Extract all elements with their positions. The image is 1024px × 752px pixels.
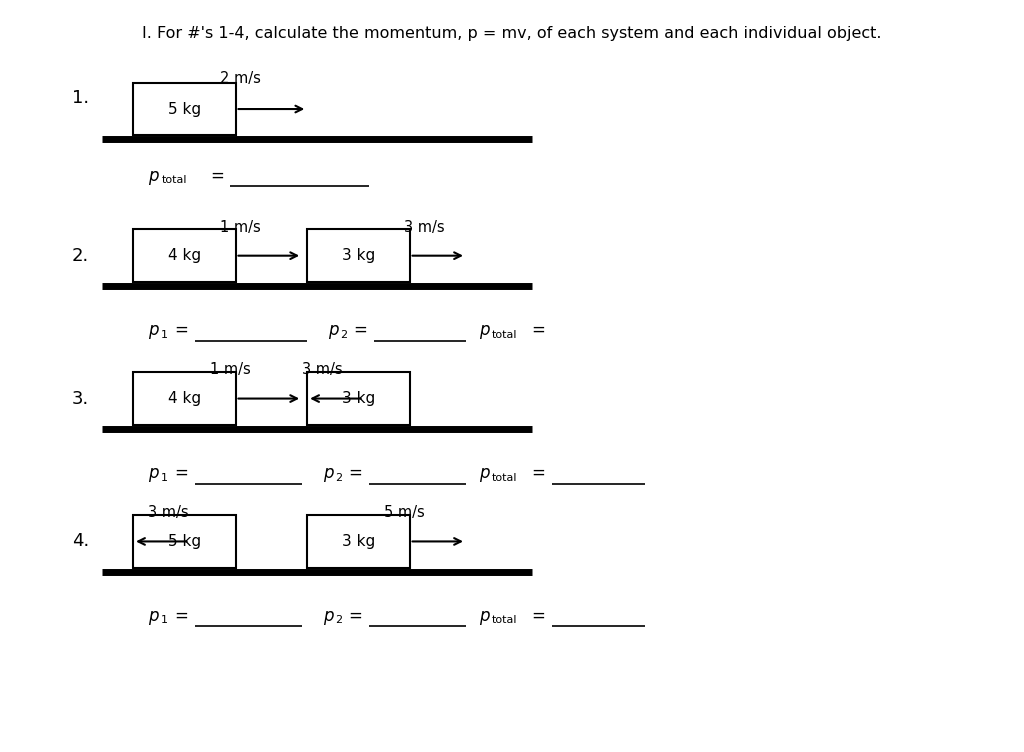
- Text: p: p: [323, 607, 333, 625]
- Text: p: p: [148, 464, 159, 482]
- Text: 1 m/s: 1 m/s: [210, 362, 251, 378]
- Text: total: total: [492, 472, 517, 483]
- Text: =: =: [210, 167, 224, 185]
- Text: 1: 1: [161, 472, 168, 483]
- Text: I. For #'s 1-4, calculate the momentum, p = mv, of each system and each individu: I. For #'s 1-4, calculate the momentum, …: [142, 26, 882, 41]
- Text: 4 kg: 4 kg: [168, 248, 201, 263]
- Text: =: =: [174, 464, 188, 482]
- Text: =: =: [174, 321, 188, 339]
- FancyBboxPatch shape: [133, 515, 236, 568]
- Text: p: p: [328, 321, 338, 339]
- Text: =: =: [353, 321, 368, 339]
- Text: p: p: [148, 321, 159, 339]
- Text: =: =: [348, 464, 362, 482]
- Text: 1.: 1.: [72, 89, 89, 107]
- Text: 3.: 3.: [72, 390, 89, 408]
- Text: p: p: [479, 464, 489, 482]
- Text: 5 kg: 5 kg: [168, 102, 201, 117]
- Text: 3 m/s: 3 m/s: [404, 220, 445, 235]
- Text: p: p: [323, 464, 333, 482]
- Text: total: total: [492, 329, 517, 340]
- Text: 4.: 4.: [72, 532, 89, 550]
- Text: total: total: [492, 615, 517, 626]
- FancyBboxPatch shape: [133, 229, 236, 282]
- FancyBboxPatch shape: [133, 83, 236, 135]
- Text: 3 m/s: 3 m/s: [302, 362, 343, 378]
- Text: 1: 1: [161, 329, 168, 340]
- Text: =: =: [174, 607, 188, 625]
- Text: =: =: [531, 607, 546, 625]
- Text: p: p: [479, 321, 489, 339]
- Text: 2: 2: [335, 472, 342, 483]
- FancyBboxPatch shape: [133, 372, 236, 425]
- Text: 3 kg: 3 kg: [342, 534, 375, 549]
- Text: total: total: [162, 175, 187, 186]
- Text: 1 m/s: 1 m/s: [220, 220, 261, 235]
- Text: p: p: [148, 607, 159, 625]
- Text: 2: 2: [335, 615, 342, 626]
- Text: p: p: [479, 607, 489, 625]
- Text: 1: 1: [161, 615, 168, 626]
- Text: p: p: [148, 167, 159, 185]
- Text: 4 kg: 4 kg: [168, 391, 201, 406]
- Text: 3 m/s: 3 m/s: [148, 505, 189, 520]
- FancyBboxPatch shape: [307, 372, 410, 425]
- Text: =: =: [531, 321, 546, 339]
- FancyBboxPatch shape: [307, 229, 410, 282]
- Text: =: =: [348, 607, 362, 625]
- Text: 5 m/s: 5 m/s: [384, 505, 425, 520]
- Text: 3 kg: 3 kg: [342, 248, 375, 263]
- Text: 2: 2: [340, 329, 347, 340]
- Text: =: =: [531, 464, 546, 482]
- Text: 5 kg: 5 kg: [168, 534, 201, 549]
- Text: 2 m/s: 2 m/s: [220, 71, 261, 86]
- FancyBboxPatch shape: [307, 515, 410, 568]
- Text: 3 kg: 3 kg: [342, 391, 375, 406]
- Text: 2.: 2.: [72, 247, 89, 265]
